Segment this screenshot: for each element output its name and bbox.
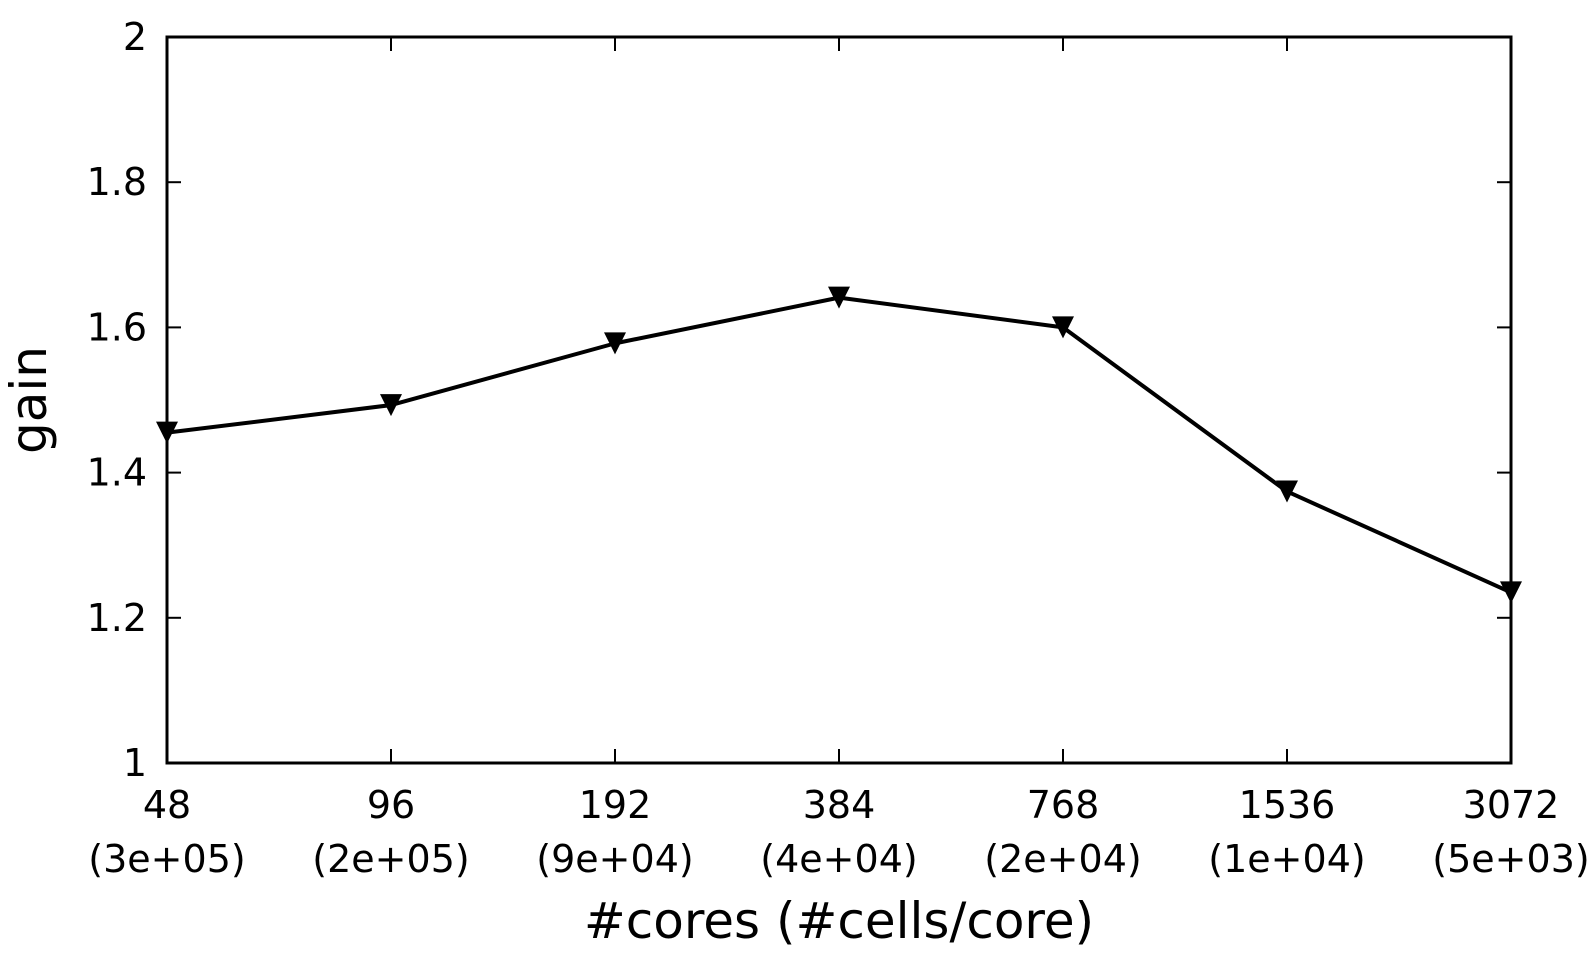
data-point-marker bbox=[604, 332, 626, 355]
data-point-marker bbox=[828, 286, 850, 309]
series-markers bbox=[156, 286, 1522, 604]
y-tick-label: 1.4 bbox=[87, 451, 147, 495]
y-tick-labels: 1 1.2 1.4 1.6 1.8 2 bbox=[87, 15, 147, 785]
x-tick-label: 48 bbox=[143, 783, 191, 827]
y-axis-title: gain bbox=[0, 346, 58, 454]
plot-frame bbox=[165, 35, 1513, 765]
x-tick-label: 3072 bbox=[1463, 783, 1560, 827]
y-tick-label: 2 bbox=[123, 15, 147, 59]
data-point-marker bbox=[1052, 316, 1074, 339]
x-tick-label: 384 bbox=[803, 783, 876, 827]
x-tick-sublabel: (4e+04) bbox=[760, 837, 917, 881]
x-tick-sublabel: (3e+05) bbox=[88, 837, 245, 881]
x-tick-sublabel: (1e+04) bbox=[1208, 837, 1365, 881]
y-tick-label: 1.8 bbox=[87, 160, 147, 204]
x-tick-label: 1536 bbox=[1239, 783, 1336, 827]
y-tick-label: 1.6 bbox=[87, 305, 147, 349]
series-line-layer bbox=[166, 295, 1512, 595]
y-tick-label: 1 bbox=[123, 741, 147, 785]
x-tick-labels: 48 (3e+05) 96 (2e+05) 192 (9e+04) 384 (4e+04) 76… bbox=[88, 783, 1589, 881]
axis-ticks bbox=[166, 36, 1512, 764]
x-tick-label: 192 bbox=[579, 783, 652, 827]
series-line bbox=[166, 295, 1512, 595]
x-tick-sublabel: (2e+04) bbox=[984, 837, 1141, 881]
x-tick-label: 768 bbox=[1027, 783, 1100, 827]
x-tick-sublabel: (5e+03) bbox=[1432, 837, 1589, 881]
x-axis-title: #cores (#cells/core) bbox=[584, 892, 1094, 950]
data-point-marker bbox=[380, 394, 402, 417]
x-tick-sublabel: (2e+05) bbox=[312, 837, 469, 881]
data-point-marker bbox=[1276, 480, 1298, 503]
x-tick-label: 96 bbox=[367, 783, 415, 827]
x-tick-sublabel: (9e+04) bbox=[536, 837, 693, 881]
y-tick-label: 1.2 bbox=[87, 596, 147, 640]
